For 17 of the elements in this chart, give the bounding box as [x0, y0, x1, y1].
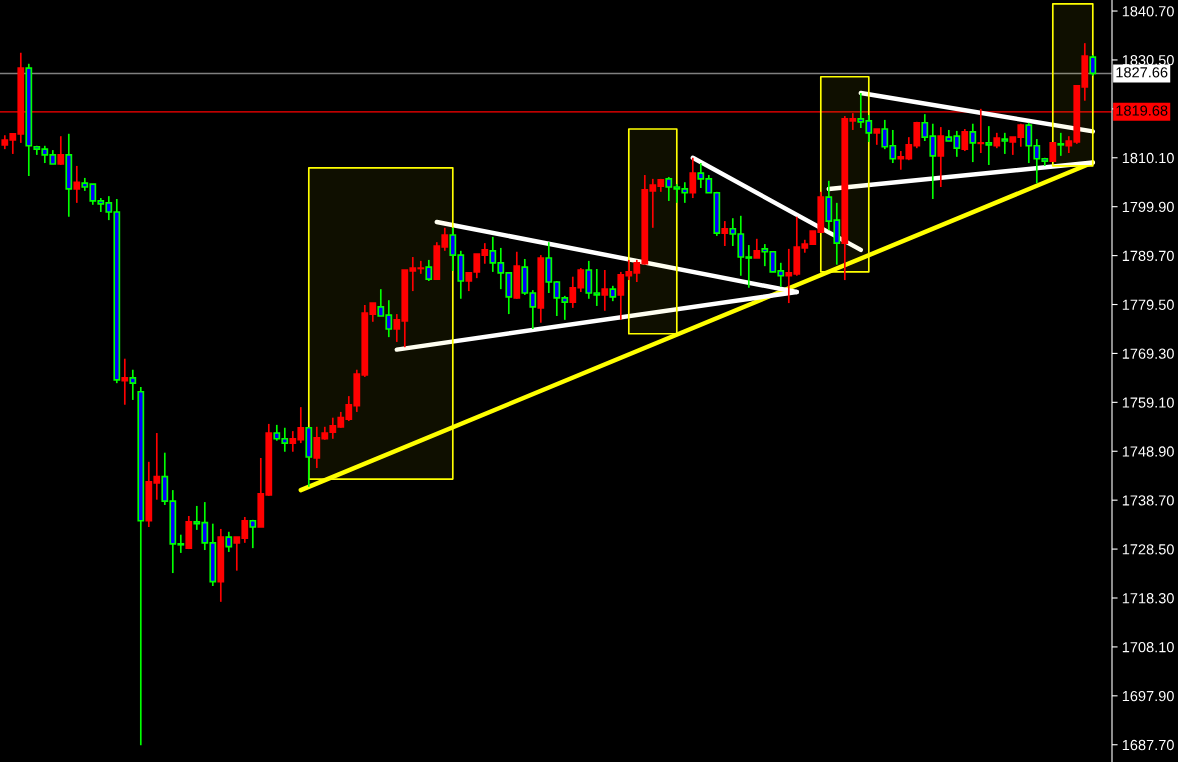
y-tick-label: 1687.70	[1122, 739, 1174, 751]
y-tick-label: 1830.50	[1122, 55, 1174, 66]
y-tick-label: 1769.30	[1122, 348, 1174, 359]
y-tick-label: 1779.50	[1122, 299, 1174, 310]
y-tick-label: 1728.50	[1122, 544, 1174, 555]
y-tick-label: 1759.10	[1122, 397, 1174, 408]
y-tick-label: 1708.10	[1122, 642, 1174, 653]
y-tick-label: 1789.70	[1122, 250, 1174, 262]
y-tick-label: 1697.90	[1122, 690, 1174, 702]
y-tick-label: 1810.10	[1122, 152, 1174, 164]
y-tick-label: 1799.90	[1122, 201, 1174, 213]
ref-line-label: 1819.68	[1116, 105, 1168, 116]
y-tick-label: 1748.90	[1122, 446, 1174, 457]
y-tick-label: 1840.70	[1122, 6, 1174, 17]
y-tick-label: 1738.70	[1122, 495, 1174, 506]
y-tick-label: 1718.30	[1122, 593, 1174, 604]
ref-line-label: 1827.66	[1116, 67, 1168, 78]
